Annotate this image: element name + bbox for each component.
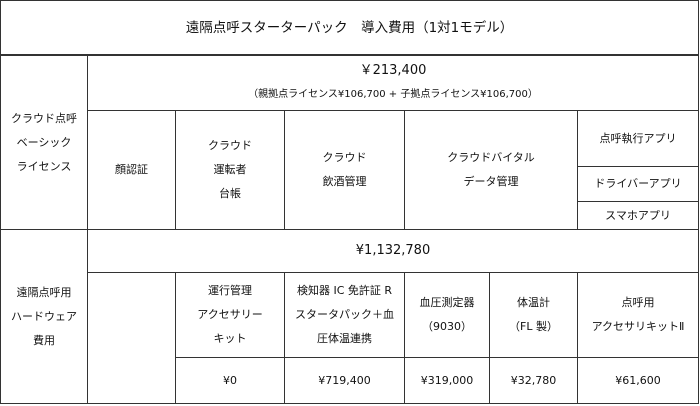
hw-line: スタータパック＋血 — [295, 308, 394, 321]
hardware-price-cell: ¥1,132,780 — [87, 229, 699, 273]
label-line: クラウド点呼 — [11, 111, 77, 125]
price-text: ¥0 — [223, 373, 237, 387]
hw-price: ¥319,000 — [404, 357, 490, 404]
label-line: ハードウェア — [11, 309, 77, 323]
hw-item-accessory-kit: 運行管理 アクセサリー キット — [175, 272, 285, 358]
hardware-price: ¥1,132,780 — [355, 243, 431, 258]
feature-alcohol: クラウド 飲酒管理 — [284, 110, 405, 230]
feature-driver-ledger: クラウド 運転者 台帳 — [175, 110, 285, 230]
feature-line: 飲酒管理 — [322, 175, 367, 188]
hw-item-detector: 検知器 IC 免許証 R スタータパック＋血 圧体温連携 — [284, 272, 405, 358]
feature-line: クラウド — [208, 139, 252, 152]
hw-price: ¥61,600 — [577, 357, 699, 404]
label-line: ライセンス — [16, 159, 72, 173]
hw-line: 検知器 IC 免許証 R — [296, 284, 393, 297]
hw-line: アクセサリキットⅡ — [591, 320, 685, 333]
hw-item-thermometer: 体温計 （FL 製） — [489, 272, 578, 358]
feature-face-auth: 顔認証 — [87, 110, 176, 230]
label-line: ベーシック — [16, 135, 72, 149]
hw-price: ¥0 — [175, 357, 285, 404]
table-title: 遠隔点呼スターターパック 導入費用（1対1モデル） — [0, 0, 699, 55]
feature-line: クラウドバイタル — [447, 151, 535, 164]
hw-price: ¥719,400 — [284, 357, 405, 404]
feature-line: クラウド — [322, 151, 367, 164]
hw-line: 運行管理 — [208, 284, 252, 297]
app-driver: ドライバーアプリ — [577, 166, 699, 202]
hw-line: 点呼用 — [621, 296, 655, 309]
price-text: ¥61,600 — [615, 373, 661, 387]
basic-license-price: ￥213,400 — [359, 63, 427, 78]
label-line: 遠隔点呼用 — [16, 285, 72, 299]
hw-line: 体温計 — [517, 296, 550, 309]
hw-price: ¥32,780 — [489, 357, 578, 404]
app-tenko: 点呼執行アプリ — [577, 110, 699, 167]
basic-license-label: クラウド点呼 ベーシック ライセンス — [0, 55, 88, 230]
hw-line: （FL 製） — [509, 320, 558, 333]
app-label: スマホアプリ — [605, 208, 671, 222]
hw-line: アクセサリー — [197, 308, 263, 321]
price-text: ¥719,400 — [318, 373, 371, 387]
basic-license-breakdown: （親拠点ライセンス¥106,700 + 子拠点ライセンス¥106,700） — [248, 89, 538, 100]
label-line: 費用 — [33, 333, 55, 347]
basic-license-price-cell: ￥213,400 （親拠点ライセンス¥106,700 + 子拠点ライセンス¥10… — [87, 55, 699, 111]
hw-item-bp-meter: 血圧測定器 （9030） — [404, 272, 490, 358]
hw-item-accessory-kit-2: 点呼用 アクセサリキットⅡ — [577, 272, 699, 358]
empty-cell — [87, 272, 176, 404]
price-text: ¥32,780 — [510, 373, 557, 387]
app-smartphone: スマホアプリ — [577, 201, 699, 230]
hw-line: 血圧測定器 — [419, 296, 475, 309]
feature-line: データ管理 — [463, 175, 519, 188]
hardware-label: 遠隔点呼用 ハードウェア 費用 — [0, 229, 88, 404]
feature-line: 顔認証 — [115, 163, 148, 176]
feature-vital: クラウドバイタル データ管理 — [404, 110, 578, 230]
feature-line: 台帳 — [219, 187, 241, 200]
title-text: 遠隔点呼スターターパック 導入費用（1対1モデル） — [185, 19, 514, 36]
app-label: 点呼執行アプリ — [599, 131, 677, 145]
app-label: ドライバーアプリ — [594, 177, 682, 190]
hw-line: （9030） — [422, 320, 472, 333]
price-text: ¥319,000 — [420, 373, 474, 387]
hw-line: キット — [213, 332, 247, 345]
feature-line: 運転者 — [213, 163, 247, 176]
hw-line: 圧体温連携 — [317, 332, 372, 345]
